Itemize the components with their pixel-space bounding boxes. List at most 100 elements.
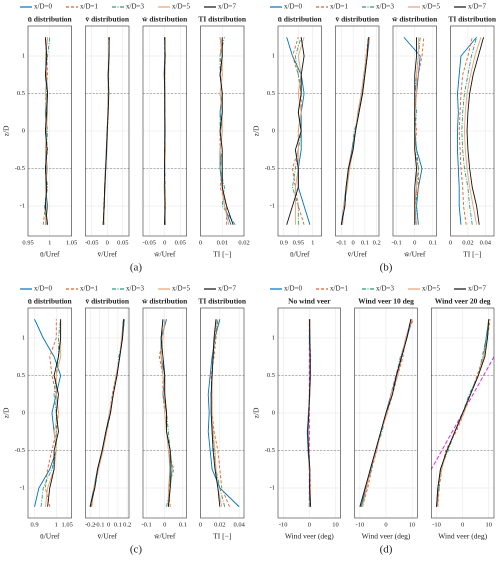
axes-frame: [85, 307, 130, 519]
profile-line: [163, 37, 166, 225]
plot-lines: [286, 37, 311, 225]
profile-line: [307, 319, 311, 507]
x-axis-label: Wind veer (deg): [438, 532, 487, 541]
axes-frame: [142, 25, 187, 237]
profile-line: [102, 37, 110, 225]
x-tick-label: 10: [332, 521, 339, 528]
axes-frame: [142, 307, 187, 519]
x-axis-label: TI [−]: [213, 250, 231, 259]
axes-frame: [200, 25, 245, 237]
panel-label: (b): [380, 262, 393, 274]
x-tick-label: 10: [409, 521, 416, 528]
x-tick-label: 0.2: [123, 521, 131, 528]
plot-lines: [219, 37, 236, 226]
profile-line: [436, 319, 490, 507]
legend-label: x/D=5: [422, 285, 440, 293]
profile-line: [160, 319, 171, 507]
profile-line: [340, 37, 369, 225]
x-axis-label: v̄/Uref: [97, 532, 117, 541]
x-tick-label: 1.05: [61, 521, 72, 528]
panel-label: (d): [380, 544, 393, 556]
x-axis-label: Wind veer (deg): [362, 532, 411, 541]
x-axis-label: w̄/Uref: [404, 250, 426, 259]
x-tick-label: 0.9: [30, 521, 38, 528]
profile-line: [294, 37, 305, 225]
x-tick-label: 1: [311, 239, 314, 246]
y-tick-label: 0: [272, 409, 275, 416]
x-tick-label: 0: [413, 239, 416, 246]
axes-frame: [277, 307, 341, 519]
axes-frame: [27, 25, 72, 237]
x-tick-label: -10: [356, 521, 365, 528]
subplot-title: w̄ distribution: [142, 15, 188, 24]
panel-label: (a): [130, 262, 143, 274]
profile-line: [463, 37, 482, 225]
profile-line: [44, 37, 51, 225]
axes-frame: [392, 25, 437, 237]
x-tick-label: 0: [106, 239, 109, 246]
profile-line: [44, 319, 62, 507]
x-tick-label: 1: [48, 239, 51, 246]
profile-line: [44, 37, 49, 225]
y-tick-label: 1: [22, 334, 25, 341]
y-axis-label: z/D: [2, 407, 11, 418]
y-axis-label: z/D: [252, 125, 261, 136]
x-tick-label: 0.04: [480, 239, 492, 246]
y-tick-label: -1: [270, 202, 275, 209]
x-axis-label: w̄/Uref: [154, 250, 176, 259]
legend-label: x/D=7: [218, 285, 236, 293]
profile-line: [457, 36, 477, 225]
y-axis-label: z/D: [2, 125, 11, 136]
x-tick-label: 0.1: [179, 521, 187, 528]
plot-lines: [89, 319, 125, 507]
y-axis-label: z/D: [252, 407, 261, 418]
profile-line: [219, 37, 230, 225]
x-tick-label: -10: [432, 521, 441, 528]
x-tick-label: 0: [352, 239, 355, 246]
x-tick-label: 0.01: [217, 239, 228, 246]
axes-frame: [354, 307, 418, 519]
subplot-title: TI distribution: [198, 15, 247, 24]
y-tick-label: -0.5: [15, 165, 25, 172]
x-tick-label: -10: [279, 521, 288, 528]
x-tick-label: 0.1: [429, 239, 437, 246]
y-tick-label: 1: [272, 52, 275, 59]
x-axis-label: ū/Uref: [40, 250, 60, 259]
legend-label: x/D=5: [172, 3, 190, 11]
subplot-title: TI distribution: [198, 297, 247, 306]
legend-label: x/D=1: [330, 285, 348, 293]
x-axis-label: v̄/Uref: [347, 250, 367, 259]
plot-lines: [163, 37, 167, 225]
x-axis-label: v̄/Uref: [97, 250, 117, 259]
axes-frame: [335, 25, 380, 237]
plot-lines: [457, 36, 484, 225]
legend-label: x/D=3: [376, 3, 394, 11]
y-tick-label: -1: [20, 484, 25, 491]
profile-line: [219, 37, 234, 225]
x-axis-label: Wind veer (deg): [285, 532, 334, 541]
legend-label: x/D=7: [468, 3, 486, 11]
x-axis-label: ū/Uref: [40, 532, 60, 541]
y-tick-label: 0.5: [17, 372, 25, 379]
axes-frame: [450, 25, 495, 237]
y-tick-label: -1: [270, 484, 275, 491]
x-tick-label: -0.1: [336, 239, 346, 246]
x-tick-label: 0.05: [175, 239, 186, 246]
subplot-title: ū distribution: [28, 297, 73, 306]
legend-label: x/D=1: [80, 3, 98, 11]
legend-label: x/D=3: [126, 285, 144, 293]
x-tick-label: 0.95: [293, 239, 304, 246]
axes-frame: [431, 307, 495, 519]
plot-lines: [403, 36, 425, 225]
x-tick-label: 0.1: [114, 521, 122, 528]
y-tick-label: 1: [272, 334, 275, 341]
subplot-title: No wind veer: [288, 297, 331, 306]
x-tick-label: 1.05: [66, 239, 77, 246]
profile-line: [461, 37, 478, 225]
legend-label: x/D=1: [330, 3, 348, 11]
x-tick-label: 0.2: [373, 239, 381, 246]
legend-label: x/D=7: [218, 3, 236, 11]
x-tick-label: -0.1: [391, 239, 401, 246]
x-tick-label: 0: [461, 521, 464, 528]
